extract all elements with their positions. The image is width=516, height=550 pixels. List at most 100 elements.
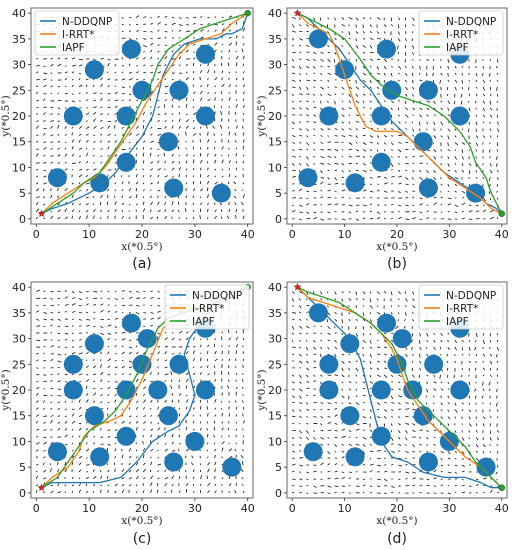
field-vector: [85, 365, 89, 369]
field-vector: [390, 163, 394, 168]
field-vector: [348, 37, 351, 40]
field-vector: [50, 148, 53, 150]
field-vector: [178, 407, 181, 410]
field-vector: [50, 429, 53, 431]
field-vector: [299, 218, 302, 221]
field-vector: [93, 325, 96, 328]
subplot-3: 0 10 20 30 400510152025303540x(*0.5°)y(*0.5°…: [0, 281, 255, 547]
field-vector: [299, 381, 302, 384]
field-vector: [36, 196, 40, 199]
field-vector: [43, 469, 47, 473]
field-vector: [320, 65, 323, 68]
field-vector: [228, 15, 233, 18]
field-vector: [369, 325, 373, 329]
field-vector: [490, 216, 494, 220]
field-vector: [362, 204, 367, 206]
field-vector: [327, 332, 331, 335]
field-vector: [157, 372, 160, 376]
field-vector: [383, 65, 387, 70]
field-vector: [135, 57, 139, 60]
field-vector: [200, 366, 203, 369]
field-vector: [376, 31, 380, 34]
field-vector: [57, 353, 62, 356]
field-vector: [291, 93, 294, 96]
field-vector: [419, 176, 423, 180]
field-vector: [78, 399, 81, 403]
field-vector: [128, 346, 133, 349]
field-vector: [362, 51, 366, 54]
x-tick-label: 40: [241, 502, 255, 515]
field-vector: [150, 414, 152, 417]
field-vector: [171, 441, 174, 445]
field-vector: [306, 58, 310, 61]
field-vector: [306, 437, 310, 440]
field-vector: [390, 142, 394, 146]
field-vector: [390, 395, 394, 400]
field-vector: [57, 202, 61, 206]
path-iapf: [297, 286, 503, 489]
field-vector: [57, 304, 60, 306]
field-vector: [157, 189, 161, 192]
field-vector: [214, 97, 216, 101]
path-iapf: [297, 12, 503, 214]
field-vector: [227, 118, 230, 122]
x-tick-label: 0: [33, 228, 40, 241]
field-vector: [447, 66, 449, 70]
field-vector: [185, 182, 188, 185]
field-vector: [341, 37, 345, 40]
field-vector: [334, 182, 339, 185]
field-vector: [369, 298, 372, 303]
field-vector: [193, 127, 196, 129]
field-vector: [320, 170, 323, 174]
field-vector: [71, 490, 74, 494]
field-vector: [114, 421, 117, 424]
field-vector: [107, 338, 111, 341]
field-vector: [86, 168, 89, 171]
field-vector: [432, 66, 435, 70]
field-vector: [405, 457, 408, 460]
field-vector: [398, 381, 401, 384]
field-vector: [157, 406, 159, 410]
field-vector: [313, 380, 316, 383]
field-vector: [128, 455, 132, 459]
field-vector: [50, 106, 54, 109]
field-vector: [405, 298, 408, 302]
field-vector: [185, 76, 189, 81]
field-vector: [355, 402, 360, 406]
obstacle-8: [424, 354, 444, 374]
field-vector: [207, 482, 211, 487]
field-vector: [369, 409, 372, 413]
field-vector: [412, 107, 416, 111]
field-vector: [170, 370, 173, 375]
field-vector: [150, 147, 153, 150]
field-vector: [207, 98, 211, 102]
field-vector: [369, 381, 373, 384]
field-vector: [178, 413, 181, 417]
field-vector: [71, 182, 74, 185]
field-vector: [355, 291, 358, 296]
field-vector: [121, 78, 126, 81]
x-axis-label: x(*0.5°): [121, 515, 162, 527]
field-vector: [327, 176, 330, 180]
field-vector: [306, 318, 309, 321]
legend-entry: I-RRT*: [62, 29, 94, 41]
field-vector: [100, 489, 102, 493]
field-vector: [220, 209, 223, 212]
field-vector: [157, 64, 162, 67]
field-vector: [135, 378, 139, 383]
field-vector: [221, 331, 224, 334]
field-vector: [135, 38, 138, 40]
field-vector: [200, 126, 202, 129]
field-vector: [341, 305, 344, 307]
field-vector: [128, 291, 132, 293]
field-vector: [186, 17, 189, 19]
field-vector: [85, 476, 90, 480]
field-vector: [233, 181, 237, 185]
field-vector: [128, 188, 132, 192]
field-vector: [481, 72, 484, 77]
field-vector: [235, 140, 237, 143]
field-vector: [348, 204, 353, 207]
y-tick-label: 40: [12, 7, 26, 20]
field-vector: [334, 169, 338, 172]
field-vector: [461, 346, 464, 351]
